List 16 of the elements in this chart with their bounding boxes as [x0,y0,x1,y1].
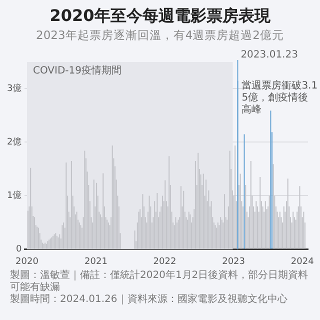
x-tick-label: 2023 [222,256,246,267]
x-tick-label: 2024 [290,256,314,267]
band-label: COVID-19疫情期間 [32,64,122,77]
annotation: 當週票房衝破3.15億，創疫情後高峰 [242,79,318,116]
y-tick-label: 0 [16,244,22,255]
x-tick-label: 2022 [153,256,176,267]
chart-title: 2020年至今每週電影票房表現 [48,5,272,27]
y-tick-label: 1億 [6,190,22,202]
text: 製圖：溫敏萱｜備註：僅統計2020年1月2日後資料，部分日期資料可能有缺漏 [10,270,310,294]
ref-line-label: 2023.01.23 [240,50,298,61]
text: 製圖時間：2024.01.26｜資料來源：國家電影及視聽文化中心 [10,294,288,306]
x-tick-label: 2021 [84,256,108,267]
chart-subtitle: 2023年起票房逐漸回溫，有4週票房超過2億元 [35,28,285,44]
x-tick-label: 2020 [16,256,39,267]
y-tick-label: 2億 [6,136,22,148]
y-tick-label: 3億 [6,83,22,94]
